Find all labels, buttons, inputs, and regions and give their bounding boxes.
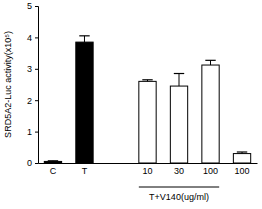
error-cap — [142, 79, 152, 80]
x-axis-line — [39, 163, 258, 164]
x-tick: T — [82, 166, 88, 176]
x-tick-label: 100 — [235, 166, 250, 176]
x-tick-label: T — [82, 166, 88, 176]
error-bar — [237, 152, 247, 154]
bar — [139, 81, 156, 163]
y-tick: 3 — [27, 64, 38, 74]
bar — [233, 154, 250, 163]
error-cap — [48, 160, 58, 161]
x-tick: 100 — [203, 166, 218, 176]
error-stem — [84, 36, 85, 42]
y-tick-label: 3 — [27, 64, 32, 74]
error-cap — [79, 35, 89, 36]
error-stem — [210, 60, 211, 65]
y-tick: 5 — [27, 1, 38, 11]
error-bar — [142, 80, 152, 82]
y-tick: 1 — [27, 127, 38, 137]
y-axis-title: SRD5A2-Luc activity(x10⁵) — [3, 31, 13, 138]
error-bar — [79, 36, 89, 42]
error-cap — [205, 60, 215, 61]
error-cap — [237, 151, 247, 152]
bar — [170, 86, 187, 163]
y-tick-mark — [35, 132, 38, 133]
bar — [76, 42, 93, 163]
y-tick-mark — [35, 69, 38, 70]
y-tick-mark — [35, 163, 38, 164]
plot: 0 1 2 3 4 5 C T 10 30 100 100 — [27, 1, 258, 176]
error-cap — [174, 73, 184, 74]
error-bar — [48, 160, 58, 162]
bars — [44, 36, 250, 163]
group-label: T+V140(ug/ml) — [149, 192, 209, 202]
y-tick-mark — [35, 100, 38, 101]
y-tick-mark — [35, 37, 38, 38]
x-tick: 10 — [142, 166, 152, 176]
y-tick-label: 0 — [27, 158, 32, 168]
y-tick: 2 — [27, 96, 38, 106]
x-tick-label: C — [50, 166, 57, 176]
group-bracket — [139, 187, 219, 188]
y-tick-label: 4 — [27, 33, 32, 43]
bar — [202, 65, 219, 163]
x-axis: C T 10 30 100 100 — [39, 164, 258, 177]
y-axis: 0 1 2 3 4 5 — [27, 1, 39, 168]
x-tick: 100 — [235, 166, 250, 176]
x-tick-label: 10 — [142, 166, 152, 176]
y-tick-label: 1 — [27, 127, 32, 137]
x-tick: C — [50, 166, 57, 176]
x-tick-label: 30 — [174, 166, 184, 176]
x-tick: 30 — [174, 166, 184, 176]
y-tick: 0 — [27, 158, 38, 168]
error-bar — [174, 74, 184, 87]
error-stem — [179, 74, 180, 87]
y-tick-label: 2 — [27, 96, 32, 106]
y-tick: 4 — [27, 33, 38, 43]
y-axis-line — [35, 7, 39, 164]
y-tick-label: 5 — [27, 1, 32, 11]
y-tick-mark — [35, 6, 38, 7]
bar — [44, 161, 61, 163]
x-tick-label: 100 — [203, 166, 218, 176]
chart: 0 1 2 3 4 5 C T 10 30 100 100 SRD5A2-Luc activity(x1… — [0, 0, 262, 209]
error-bar — [205, 60, 215, 65]
